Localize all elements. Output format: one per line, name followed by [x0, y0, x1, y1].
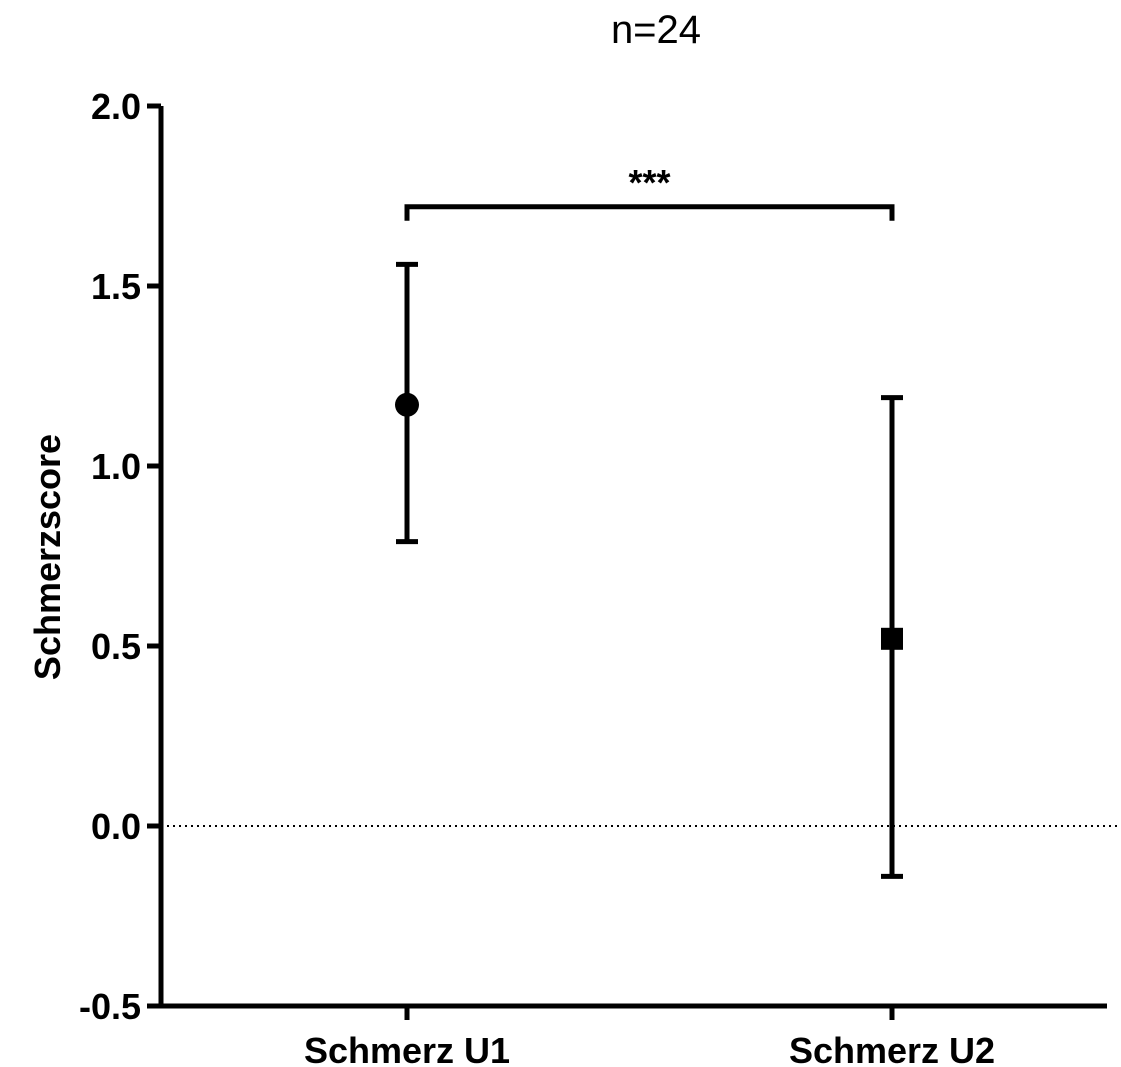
- significance-bracket-line: [404, 204, 895, 221]
- y-tick-label: 1.5: [91, 266, 141, 307]
- y-tick-label: 1.0: [91, 446, 141, 487]
- data-point-square: [881, 627, 903, 650]
- data-points: [395, 261, 903, 879]
- y-tick-label: 0.0: [91, 806, 141, 847]
- axes: [158, 106, 1107, 1009]
- data-point-circle: [395, 392, 419, 417]
- significance-bracket: ***: [404, 162, 895, 221]
- y-tick-label: 0.5: [91, 626, 141, 667]
- significance-label: ***: [628, 162, 670, 203]
- x-ticks: Schmerz U1 Schmerz U2: [304, 1006, 995, 1067]
- y-axis-title: Schmerzscore: [27, 434, 68, 680]
- y-tick-label: 2.0: [91, 86, 141, 127]
- chart-title: n=24: [611, 8, 701, 52]
- y-tick-label: -0.5: [79, 986, 141, 1027]
- x-tick-label: Schmerz U1: [304, 1030, 510, 1067]
- x-tick-label: Schmerz U2: [789, 1030, 995, 1067]
- y-ticks: 2.0 1.5 1.0 0.5 0.0 -0.5: [79, 86, 161, 1027]
